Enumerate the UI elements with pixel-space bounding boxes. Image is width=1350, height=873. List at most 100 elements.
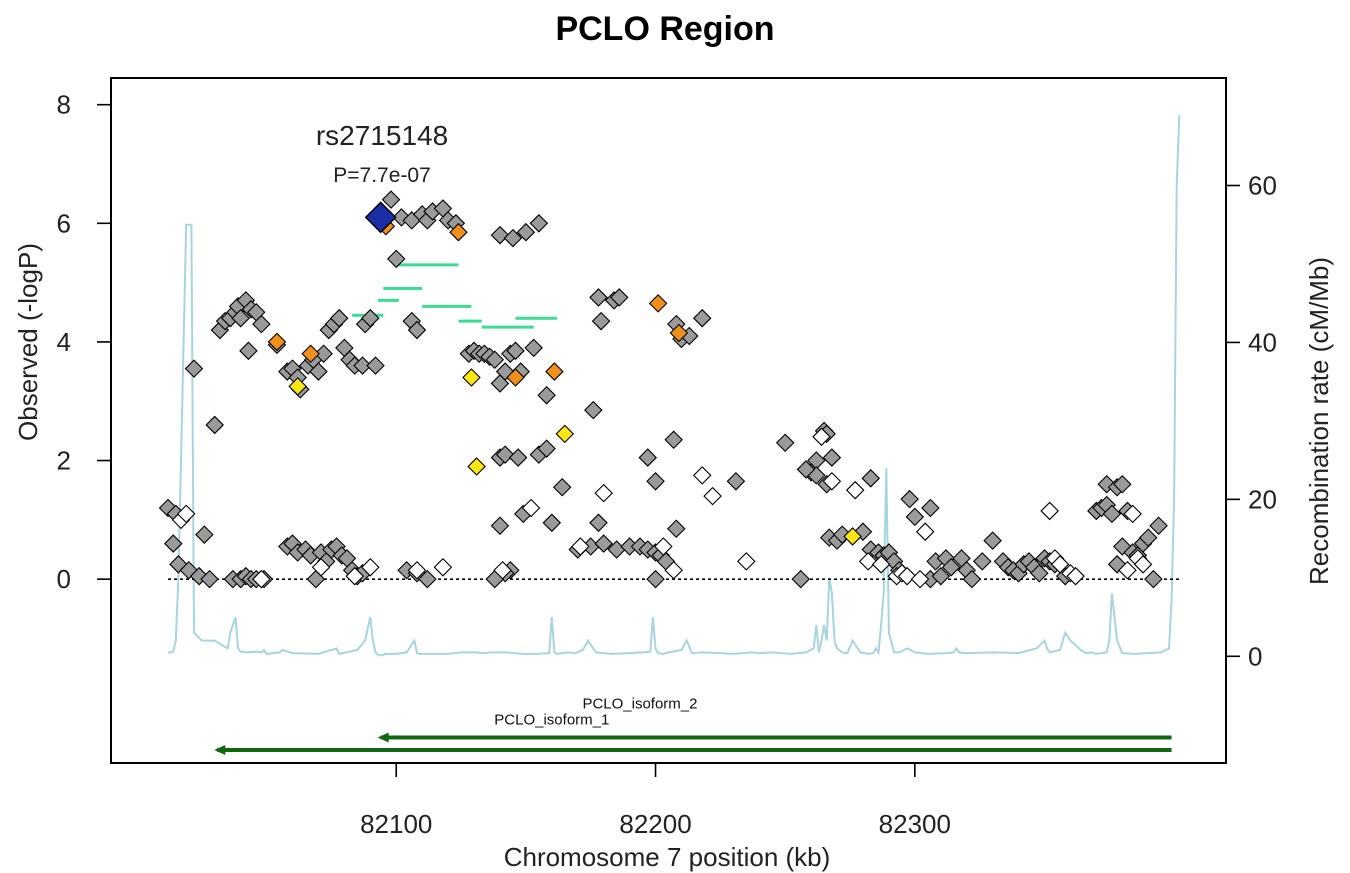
snp-point-white [493,560,512,580]
snp-point-gray [490,225,510,245]
snp-point-gray [921,498,940,518]
y2-axis-title: Recombination rate (cM/Mb) [1304,257,1334,585]
y-axis-left: 0 2 4 6 8 [57,90,111,594]
y2-tick-label: 0 [1248,641,1262,671]
snp-point-gray [508,448,528,467]
snp-point-gray [542,513,562,533]
snp-point-yellow [555,424,575,444]
snp-point-white [1123,504,1142,524]
snp-point-gray [353,356,372,375]
y2-tick-label: 40 [1248,327,1277,357]
snp-point-gray [490,516,510,536]
snp-point-gray [381,190,401,209]
snp-point-white [252,569,271,589]
snp-point-gray [962,569,982,589]
snp-point-gray [861,469,881,488]
snp-point-gray [609,288,629,307]
snp-point-gray [1144,569,1163,589]
snp-point-gray [516,222,536,242]
snp-point-gray [775,433,795,453]
gene-label: PCLO_isoform_1 [494,711,609,728]
snp-point-gray [309,362,328,381]
snp-point-white [594,483,613,503]
snp-point-gray [407,320,427,340]
snp-point-gray [231,308,250,328]
snp-point-gray [184,359,204,378]
snp-point-gray [1113,537,1132,556]
snp-point-yellow [843,527,862,546]
y-axis-right: 0 20 40 60 [1226,170,1277,671]
snp-point-gray [664,430,683,450]
snp-point-gray [1149,516,1168,536]
snp-point-gray [314,344,333,364]
snp-point-white [311,558,331,577]
snp-point-gray [796,460,816,479]
snp-point-white [858,552,878,571]
snp-point-gray [638,448,658,467]
snp-point-gray [495,445,515,464]
snp-point-yellow [462,368,481,387]
gene-label: PCLO_isoform_2 [582,695,697,712]
snp-point-white [897,566,917,586]
snp-point-white [1133,555,1153,574]
snp-point-gray [646,472,665,491]
snp-point-gray [537,439,556,458]
snp-point-gray [329,308,349,328]
snp-point-gray [189,566,209,586]
snp-point-gray [589,288,608,307]
snp-point-gray [594,534,613,553]
snp-point-white [1118,560,1137,580]
y-tick-label: 2 [57,446,71,476]
x-axis-title: Chromosome 7 position (kb) [504,842,831,872]
snp-point-gray [1113,474,1132,494]
snp-point-white [664,560,683,580]
snp-point-gray [252,314,271,334]
snp-point-white [822,472,842,491]
snp-point-white [1040,501,1059,521]
snp-point-white [1066,566,1085,586]
snp-point-gray [386,249,406,269]
snp-point-white [737,552,756,571]
snp-point-gray [983,531,1002,550]
snp-point-yellow [467,457,486,476]
snp-point-gray [205,415,224,435]
lead-snp-label: rs2715148 [316,120,448,151]
snp-point-white [1050,555,1070,574]
snp-point-white [521,498,541,518]
snp-point-gray [537,386,556,405]
x-axis: 82100 82200 82300 [360,763,951,839]
snp-point-gray [306,569,326,589]
snp-point-gray [667,519,686,539]
snp-point-gray [503,228,523,248]
snp-point-gray [692,308,712,328]
snp-point-gray [195,525,214,544]
ld-segments [352,263,557,329]
snp-point-gray [169,555,188,574]
snp-point-gray [485,350,505,369]
y2-tick-label: 20 [1248,484,1277,514]
lead-snp-point [364,201,397,234]
x-tick-label: 82200 [619,809,691,839]
snp-point-gray [361,308,380,328]
x-tick-label: 82100 [360,809,432,839]
snp-point-gray [589,513,608,533]
lead-snp-pvalue: P=7.7e-07 [333,164,431,187]
snp-point-gray [1102,504,1122,524]
snp-point-white [433,558,453,577]
y-axis-title: Observed (-logP) [13,243,43,441]
snp-point-orange [648,294,668,313]
snp-point-gray [239,341,258,361]
snp-point-gray [1138,528,1158,547]
snp-point-white [571,537,590,556]
snp-point-white [654,537,673,556]
snp-point-gray [591,311,611,331]
snp-point-gray [158,498,178,518]
snp-point-gray [931,566,951,586]
plot-frame [110,77,1227,764]
recombination-layer [168,114,1181,657]
snp-point-gray [200,569,219,589]
snp-point-white [845,480,865,500]
snp-point-yellow [288,377,307,396]
snp-point-gray [495,362,515,381]
snp-point-gray [832,525,852,544]
